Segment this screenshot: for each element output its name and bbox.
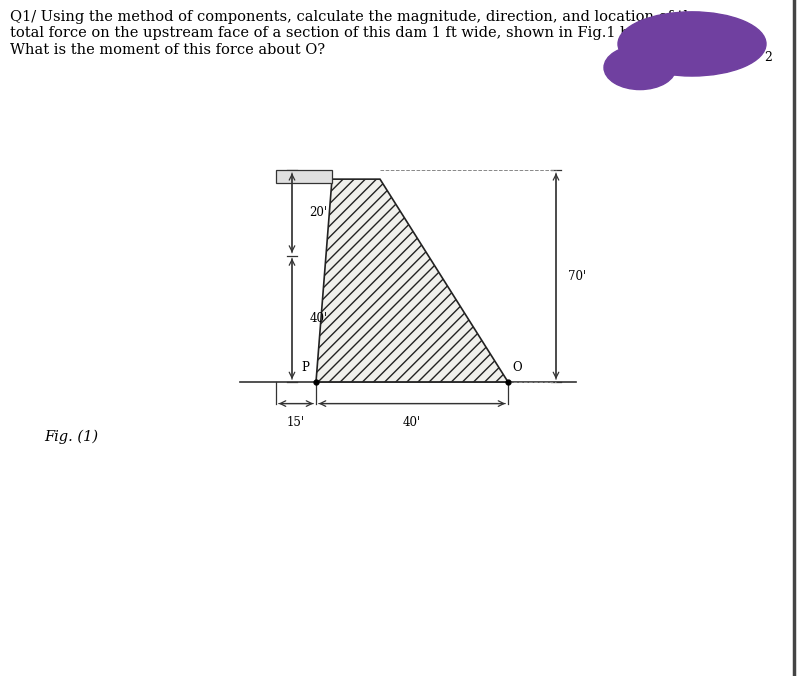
Ellipse shape	[604, 46, 676, 90]
Text: O: O	[512, 361, 522, 374]
Text: 40': 40'	[403, 416, 421, 429]
Text: 15': 15'	[287, 416, 305, 429]
Text: 40': 40'	[310, 312, 328, 325]
Text: Q1/ Using the method of components, calculate the magnitude, direction, and loca: Q1/ Using the method of components, calc…	[10, 10, 702, 57]
Text: 20': 20'	[310, 206, 328, 220]
Text: Fig. (1): Fig. (1)	[44, 429, 98, 443]
Polygon shape	[316, 179, 508, 382]
Ellipse shape	[618, 11, 766, 76]
Text: P: P	[302, 361, 310, 374]
Bar	[276, 170, 332, 183]
Text: 70': 70'	[568, 270, 586, 283]
Text: 2: 2	[764, 51, 772, 64]
